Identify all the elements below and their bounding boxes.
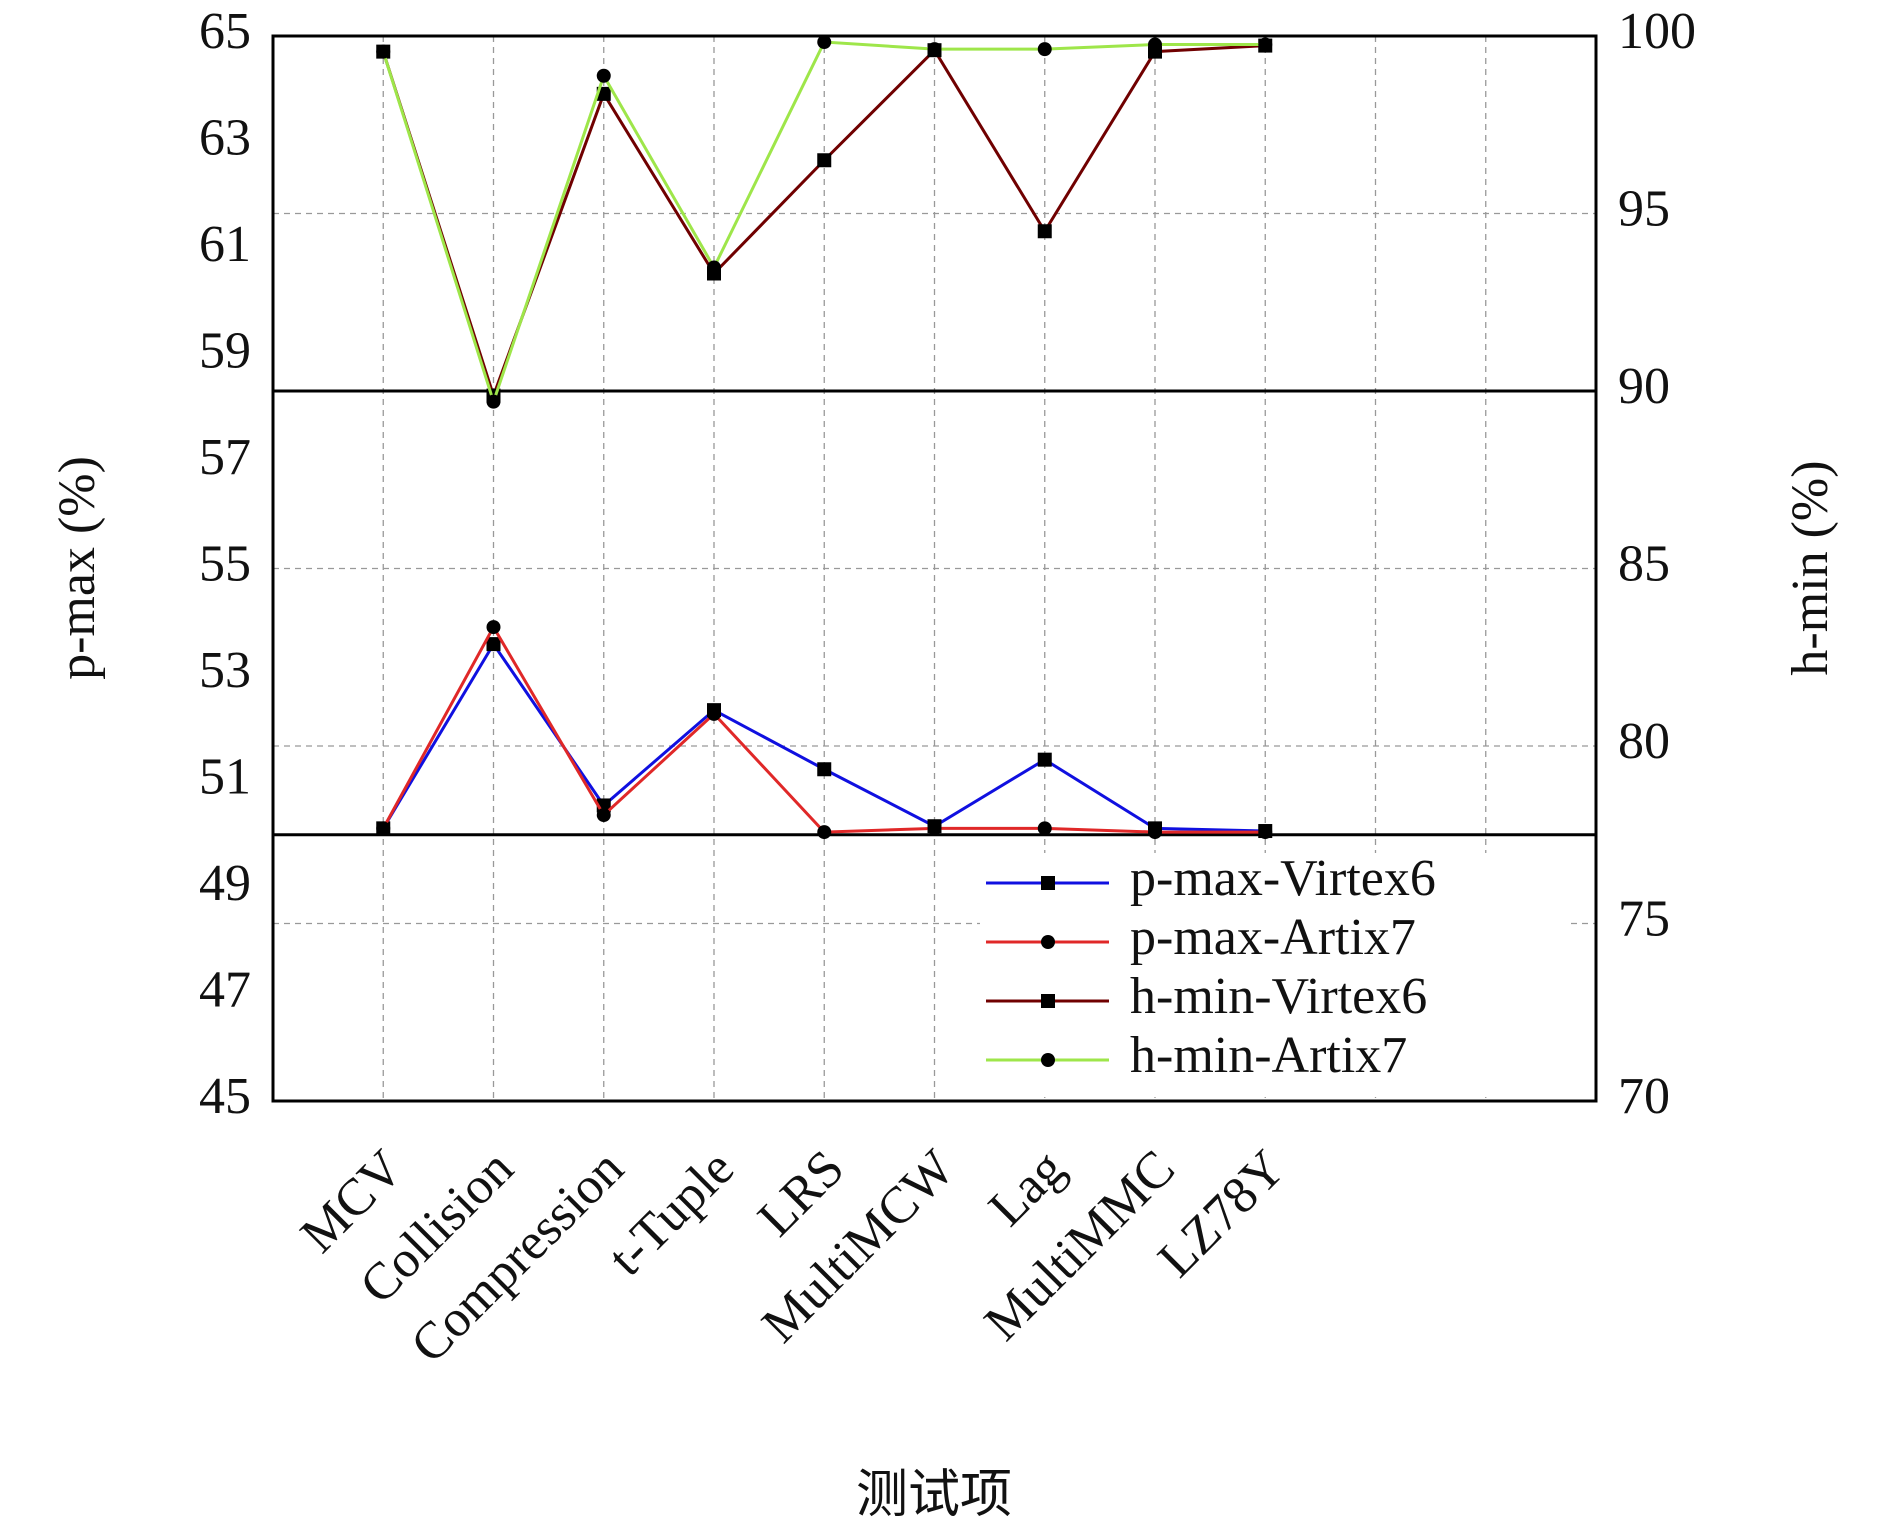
marker	[817, 825, 832, 840]
marker	[817, 762, 832, 777]
y-tick-label: 59	[199, 322, 251, 379]
marker	[596, 808, 611, 823]
marker	[1258, 825, 1273, 840]
y2-tick-label: 70	[1618, 1068, 1670, 1125]
plot-frame-edge	[271, 34, 1598, 1103]
legend-label: p-max-Artix7	[1130, 909, 1416, 966]
y-tick-label: 55	[199, 535, 251, 592]
y-tick-label: 63	[199, 109, 251, 166]
y-tick-label: 61	[199, 216, 251, 273]
y2-tick-label: 100	[1618, 3, 1696, 60]
marker	[1148, 37, 1162, 52]
marker	[376, 44, 391, 59]
marker	[1041, 935, 1055, 949]
y-tick-label: 65	[199, 3, 251, 60]
marker	[486, 620, 501, 635]
legend-box	[980, 853, 1570, 1097]
y-tick-label: 49	[199, 855, 251, 912]
y-tick-label: 53	[199, 642, 251, 699]
marker	[486, 637, 501, 652]
y-tick-label: 47	[199, 961, 251, 1018]
y2-axis-title: h-min (%)	[1782, 460, 1839, 675]
marker	[376, 821, 391, 836]
x-tick-label: LZ78Y	[1148, 1140, 1297, 1289]
marker	[707, 260, 721, 275]
marker	[486, 394, 501, 409]
marker	[1037, 821, 1052, 836]
series-line	[381, 44, 1266, 401]
marker	[1037, 752, 1052, 767]
legend-label: p-max-Virtex6	[1130, 850, 1436, 907]
marker	[817, 153, 832, 168]
marker	[927, 42, 942, 57]
marker	[1041, 994, 1055, 1008]
marker	[1041, 876, 1055, 890]
marker	[1037, 224, 1052, 239]
y-tick-label: 51	[199, 748, 251, 805]
x-tick-label: Lag	[978, 1140, 1075, 1237]
y2-tick-label: 75	[1618, 890, 1670, 947]
marker	[927, 821, 942, 836]
marker	[707, 706, 721, 721]
y2-tick-label: 80	[1618, 713, 1670, 770]
y-tick-label: 57	[199, 429, 251, 486]
marker	[1258, 37, 1273, 52]
marker	[596, 68, 611, 83]
x-tick-label: t-Tuple	[598, 1140, 745, 1287]
marker	[1037, 42, 1052, 57]
marker	[1148, 825, 1162, 840]
y2-tick-label: 95	[1618, 180, 1670, 237]
marker	[817, 35, 832, 50]
x-axis-title: 测试项	[856, 1467, 1012, 1524]
legend-label: h-min-Virtex6	[1130, 968, 1427, 1025]
y-axis-title: p-max (%)	[49, 456, 106, 680]
y2-tick-label: 90	[1618, 358, 1670, 415]
legend-label: h-min-Artix7	[1130, 1027, 1407, 1084]
y2-tick-label: 85	[1618, 535, 1670, 592]
marker	[1041, 1053, 1055, 1067]
series-line	[381, 641, 1266, 833]
y-tick-label: 45	[199, 1068, 251, 1125]
